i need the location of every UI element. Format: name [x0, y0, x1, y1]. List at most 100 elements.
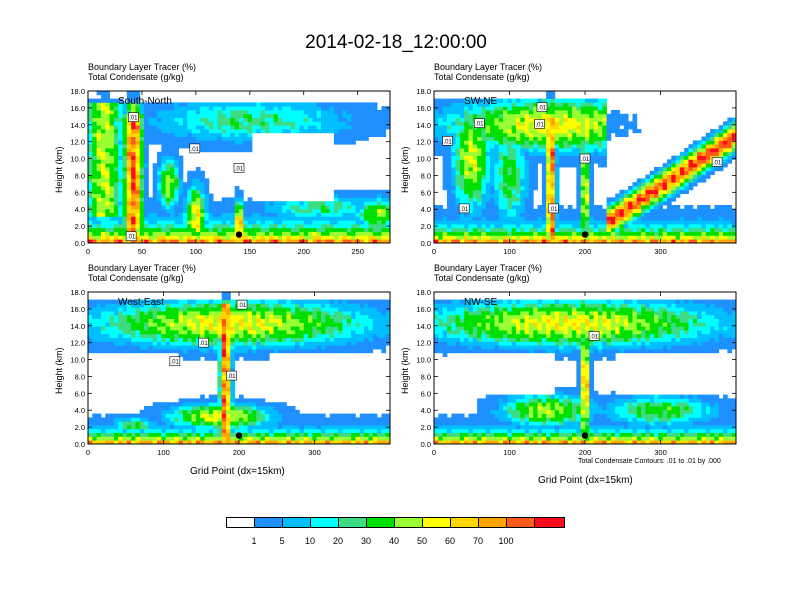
heatmap-cell — [230, 314, 236, 319]
heatmap-cell — [688, 212, 694, 217]
heatmap-cell — [606, 212, 612, 217]
heatmap-cell — [148, 102, 154, 107]
heatmap-cell — [213, 235, 218, 240]
heatmap-cell — [135, 235, 141, 240]
heatmap-cell — [528, 205, 534, 210]
heatmap-cell — [438, 151, 444, 156]
heatmap-cell — [100, 303, 106, 308]
heatmap-cell — [434, 216, 439, 221]
heatmap-cell — [597, 117, 603, 122]
heatmap-cell — [459, 186, 465, 191]
heatmap-cell — [135, 205, 141, 210]
heatmap-cell — [247, 102, 253, 107]
heatmap-cell — [615, 227, 620, 232]
heatmap-cell — [563, 102, 569, 107]
heatmap-cell — [679, 208, 685, 213]
heatmap-cell — [679, 159, 685, 164]
heatmap-cell — [320, 106, 326, 111]
heatmap-cell — [226, 148, 231, 153]
heatmap-cell — [329, 113, 335, 118]
heatmap-cell — [485, 144, 491, 149]
heatmap-cell — [468, 129, 474, 134]
heatmap-cell — [221, 440, 227, 445]
heatmap-cell — [217, 224, 223, 229]
heatmap-cell — [182, 208, 188, 213]
heatmap-cell — [723, 148, 728, 153]
heatmap-cell — [649, 174, 655, 179]
heatmap-cell — [256, 208, 261, 213]
heatmap-cell — [490, 159, 495, 164]
heatmap-cell — [165, 330, 171, 335]
heatmap-cell — [619, 121, 625, 126]
heatmap-cell — [385, 231, 391, 236]
heatmap-cell — [559, 140, 564, 145]
heatmap-cell — [169, 155, 175, 160]
heatmap-cell — [299, 205, 305, 210]
heatmap-cell — [105, 170, 110, 175]
heatmap-cell — [636, 227, 642, 232]
heatmap-cell — [100, 197, 106, 202]
heatmap-cell — [290, 227, 296, 232]
heatmap-cell — [438, 106, 444, 111]
heatmap-cell — [200, 402, 205, 407]
heatmap-cell — [632, 220, 638, 225]
heatmap-cell — [572, 140, 577, 145]
heatmap-cell — [139, 231, 145, 236]
heatmap-cell — [144, 148, 149, 153]
heatmap-cell — [688, 163, 694, 168]
heatmap-cell — [524, 148, 530, 153]
heatmap-cell — [135, 94, 141, 99]
heatmap-cell — [705, 208, 711, 213]
heatmap-cell — [122, 224, 128, 229]
heatmap-cell — [290, 110, 296, 115]
heatmap-cell — [105, 235, 110, 240]
heatmap-cell — [217, 106, 223, 111]
heatmap-cell — [157, 174, 162, 179]
heatmap-cell — [490, 136, 495, 141]
heatmap-cell — [325, 102, 330, 107]
heatmap-cell — [446, 163, 452, 168]
heatmap-cell — [434, 220, 439, 225]
heatmap-cell — [671, 163, 676, 168]
heatmap-cell — [554, 155, 560, 160]
heatmap-cell — [251, 239, 257, 244]
heatmap-cell — [174, 425, 179, 430]
heatmap-cell — [615, 224, 620, 229]
heatmap-cell — [320, 227, 326, 232]
heatmap-cell — [178, 106, 184, 111]
heatmap-cell — [602, 163, 607, 168]
heatmap-cell — [105, 345, 110, 350]
heatmap-cell — [585, 189, 590, 194]
heatmap-cell — [671, 235, 676, 240]
heatmap-cell — [113, 201, 119, 206]
heatmap-cell — [377, 189, 382, 194]
heatmap-cell — [161, 413, 167, 418]
heatmap-cell — [511, 129, 517, 134]
heatmap-cell — [187, 186, 192, 191]
heatmap-cell — [204, 307, 210, 312]
heatmap-cell — [157, 432, 162, 437]
heatmap-cell — [511, 174, 517, 179]
heatmap-cell — [208, 212, 214, 217]
heatmap-cell — [355, 205, 361, 210]
heatmap-cell — [264, 205, 270, 210]
heatmap-cell — [459, 201, 465, 206]
heatmap-cell — [195, 186, 201, 191]
heatmap-cell — [567, 136, 573, 141]
heatmap-cell — [178, 227, 184, 232]
heatmap-cell — [204, 102, 210, 107]
heatmap-cell — [477, 208, 482, 213]
heatmap-cell — [533, 224, 538, 229]
heatmap-cell — [157, 409, 162, 414]
heatmap-cell — [459, 227, 465, 232]
heatmap-cell — [723, 159, 728, 164]
heatmap-cell — [490, 113, 495, 118]
heatmap-cell — [524, 239, 530, 244]
heatmap-cell — [550, 182, 556, 187]
heatmap-cell — [597, 212, 603, 217]
heatmap-cell — [446, 208, 452, 213]
heatmap-cell — [226, 387, 231, 392]
heatmap-cell — [105, 91, 110, 96]
heatmap-cell — [593, 129, 599, 134]
heatmap-cell — [541, 144, 547, 149]
